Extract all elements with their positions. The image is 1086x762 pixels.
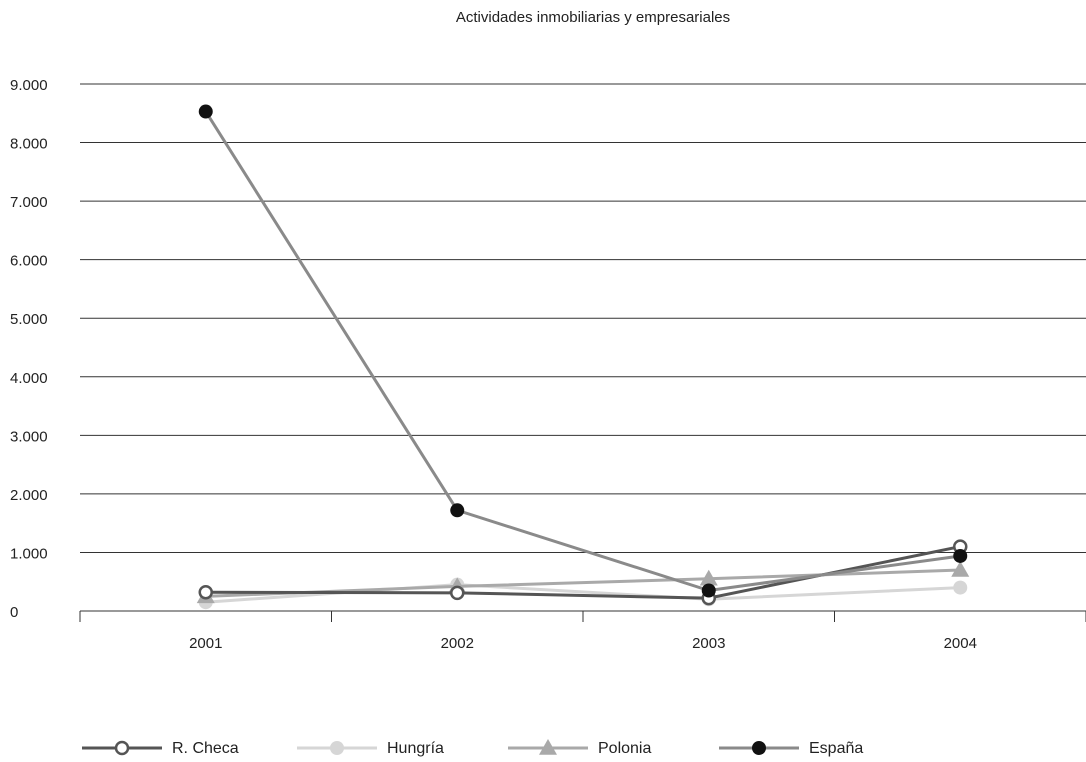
legend-label: España [809,740,863,757]
data-point-espana-2003 [701,583,716,598]
legend-item-espana: España [719,740,863,757]
data-point-polonia-2003 [699,569,718,586]
x-tick-label-2003: 2003 [692,635,725,652]
y-tick-label: 9.000 [10,77,48,94]
y-tick-label: 5.000 [10,311,48,328]
series-group [196,104,970,610]
data-point-hungria-2004 [953,580,968,595]
legend-marker [114,740,130,756]
legend-item-polonia: Polonia [508,739,651,757]
legend-item-r-checa: R. Checa [82,740,239,757]
y-axis-tick-labels: 0 1.000 2.000 3.000 4.000 5.000 6.000 7.000 8.00… [10,77,48,621]
y-tick-label: 2.000 [10,487,48,504]
series-espana [198,104,968,598]
data-point-polonia-2004 [951,561,970,577]
data-point-espana-2001 [198,104,213,119]
y-tick-label: 6.000 [10,253,48,270]
y-tick-label: 3.000 [10,428,48,445]
x-tick-label-2004: 2004 [944,635,977,652]
data-point-r-checa-2002 [450,585,465,601]
legend-label: R. Checa [172,740,239,757]
legend-marker [330,741,344,755]
y-tick-label: 7.000 [10,194,48,211]
legend-label: Polonia [598,740,651,757]
legend-marker [539,739,557,755]
legend-label: Hungría [387,740,444,757]
legend: R. Checa Hungría Polonia España [82,739,863,757]
x-axis: 2001 2002 2003 2004 [79,611,1086,652]
data-point-r-checa-2001 [198,585,213,600]
grid-lines [80,83,1086,612]
y-tick-label: 4.000 [10,370,48,387]
y-tick-label: 8.000 [10,136,48,153]
legend-marker [752,741,766,755]
chart-title: Actividades inmobiliarias y empresariale… [456,9,730,26]
y-tick-label: 1.000 [10,545,48,562]
legend-item-hungria: Hungría [297,740,444,757]
x-tick-label-2001: 2001 [189,635,222,652]
data-point-espana-2002 [450,503,465,518]
x-tick-label-2002: 2002 [441,635,474,652]
data-point-espana-2004 [953,548,968,563]
y-tick-label: 0 [10,604,18,621]
series-line-espana [204,110,961,593]
